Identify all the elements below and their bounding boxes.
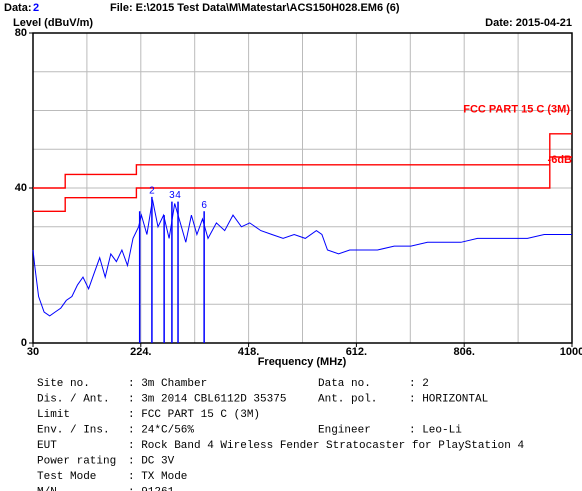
data-number: 2 [33, 2, 39, 14]
info-text: Dis. / Ant. [37, 393, 110, 405]
info-text: EUT [37, 440, 57, 452]
data-label: Data: [4, 2, 32, 14]
info-text: : HORIZONTAL [409, 393, 488, 405]
x-tick-label: 612. [346, 346, 367, 358]
info-text: Test Mode [37, 471, 96, 483]
limit-line [33, 156, 572, 212]
info-text: : 91261 [128, 486, 175, 491]
info-text: : DC 3V [128, 455, 175, 467]
limit-label: -6dB [548, 154, 573, 166]
info-text: Site no. [37, 378, 90, 390]
marker-label: 3 [169, 190, 175, 201]
info-text: Data no. [318, 378, 371, 390]
trace [32, 199, 572, 317]
info-text: Limit [37, 409, 70, 421]
x-tick-label: 1000 [560, 346, 582, 358]
y-tick-label: 0 [21, 337, 27, 349]
info-text: : TX Mode [128, 471, 187, 483]
y-tick-label: 80 [15, 27, 27, 39]
x-tick-label: 224. [130, 346, 151, 358]
info-text: Env. / Ins. [37, 424, 110, 436]
y-tick-label: 40 [15, 182, 27, 194]
x-tick-label: 30 [27, 346, 39, 358]
info-text: : Rock Band 4 Wireless Fender Stratocast… [128, 440, 524, 452]
info-text: : Leo-Li [409, 424, 462, 436]
x-tick-label: 806. [453, 346, 474, 358]
marker-label: 2 [149, 186, 155, 197]
limit-line [33, 133, 572, 189]
info-text: : 2 [409, 378, 429, 390]
marker-label: 4 [175, 190, 181, 201]
info-text: Engineer [318, 424, 371, 436]
info-text: Power rating [37, 455, 116, 467]
x-tick-label: 418. [238, 346, 259, 358]
info-text: Ant. pol. [318, 393, 377, 405]
file-name: File: E:\2015 Test Data\M\Matestar\ACS15… [110, 2, 400, 14]
info-text: : 3m 2014 CBL6112D 35375 [128, 393, 286, 405]
x-axis-label: Frequency (MHz) [258, 356, 347, 368]
limit-label: FCC PART 15 C (3M) [463, 104, 570, 116]
date: Date: 2015-04-21 [485, 17, 572, 29]
info-text: : 3m Chamber [128, 378, 207, 390]
y-axis-label: Level (dBuV/m) [13, 17, 93, 29]
info-text: : FCC PART 15 C (3M) [128, 409, 260, 421]
marker-label: 6 [201, 200, 207, 211]
info-text: : 24*C/56% [128, 424, 194, 436]
info-text: M/N [37, 486, 57, 491]
